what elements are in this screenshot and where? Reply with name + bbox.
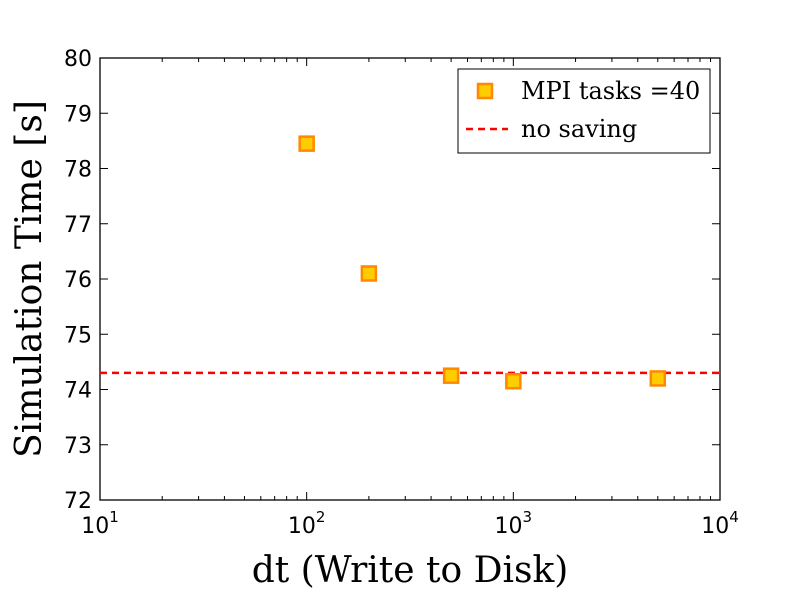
data-point	[505, 372, 522, 390]
y-tick-label: 76	[64, 268, 92, 293]
y-tick-label: 75	[64, 323, 92, 348]
y-axis-label: Simulation Time [s]	[9, 100, 50, 458]
y-tick-label: 80	[64, 47, 92, 72]
data-point	[649, 370, 667, 387]
data-points	[298, 135, 667, 390]
y-tick-label: 73	[64, 434, 92, 459]
legend-marker-square	[476, 82, 494, 100]
legend-entry-no-saving: no saving	[521, 115, 637, 143]
data-point	[360, 265, 378, 282]
legend-box	[457, 68, 711, 154]
legend-entry-mpi: MPI tasks =40	[521, 77, 700, 105]
data-point	[442, 367, 460, 384]
legend: MPI tasks =40 no saving	[457, 68, 711, 154]
y-tick-label: 72	[64, 489, 92, 514]
y-axis: 72 73 74 75 76 77 78 79 80	[64, 47, 720, 514]
x-axis-label: dt (Write to Disk)	[252, 550, 569, 591]
x-tick-label: 104	[701, 508, 739, 539]
x-tick-label: 103	[495, 508, 533, 539]
y-tick-label: 79	[64, 102, 92, 127]
x-tick-label: 102	[288, 508, 326, 539]
y-tick-label: 78	[64, 158, 92, 183]
y-tick-label: 77	[64, 213, 92, 238]
data-point	[298, 135, 315, 152]
y-tick-label: 74	[64, 379, 92, 404]
